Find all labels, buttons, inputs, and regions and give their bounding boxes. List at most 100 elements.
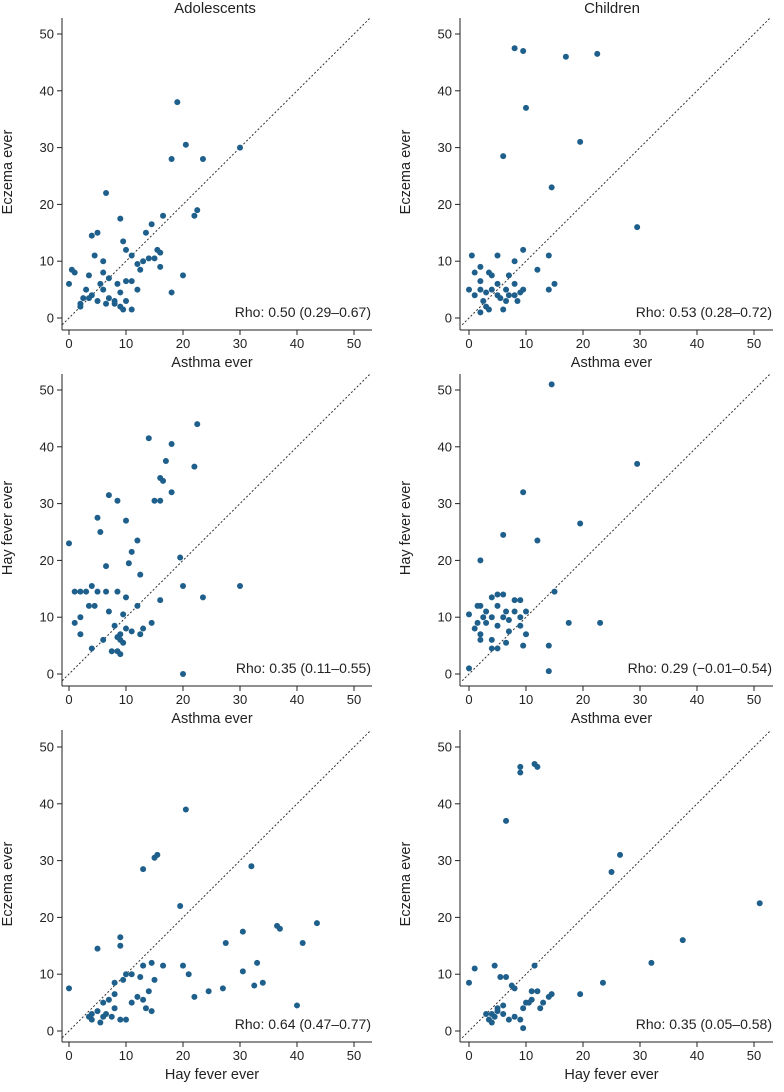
data-point: [594, 50, 601, 57]
data-point: [503, 286, 510, 293]
data-point: [466, 286, 472, 293]
data-point: [483, 608, 490, 615]
data-point: [94, 1008, 101, 1015]
panel-children-asthma-hayfever: 0 10 20 30 40 50 0 10 20 30 40 50 Asthma ever Hay fev…: [398, 373, 773, 727]
x-tick-label: 50: [347, 336, 361, 351]
data-point: [160, 477, 167, 484]
data-point: [520, 1005, 527, 1012]
data-point: [140, 866, 147, 873]
y-tick-label: 20: [438, 553, 452, 568]
x-axis-title: Hay fever ever: [564, 1067, 658, 1083]
data-point: [151, 255, 158, 262]
y-tick-label: 40: [40, 796, 54, 811]
x-tick-label: 10: [119, 336, 133, 351]
data-point: [128, 628, 135, 635]
rho-annotation: Rho: 0.50 (0.29–0.67): [235, 304, 371, 320]
data-point: [137, 266, 144, 273]
data-point: [128, 306, 135, 313]
data-point: [505, 628, 512, 635]
data-point: [503, 639, 510, 646]
data-point: [77, 631, 84, 638]
data-point: [466, 611, 472, 618]
y-tick-label: 0: [47, 667, 54, 682]
data-point: [191, 463, 198, 470]
data-point: [120, 611, 127, 618]
data-point: [117, 942, 124, 949]
data-point: [562, 53, 569, 60]
data-point: [548, 184, 555, 191]
data-point: [142, 229, 149, 236]
x-tick-label: 40: [690, 336, 704, 351]
x-tick-label: 20: [176, 1048, 190, 1063]
data-point: [477, 286, 484, 293]
data-point: [511, 608, 518, 615]
x-tick-label: 10: [119, 1048, 133, 1063]
data-point: [85, 295, 92, 302]
rho-annotation: Rho: 0.35 (0.11–0.55): [236, 660, 371, 676]
y-tick-label: 10: [40, 254, 54, 269]
data-point: [114, 497, 121, 504]
x-tick-label: 30: [233, 692, 247, 707]
x-tick-label: 20: [576, 692, 590, 707]
data-point: [180, 962, 186, 969]
data-point: [191, 212, 198, 219]
x-tick-label: 20: [176, 336, 190, 351]
panel-adolescents-asthma-eczema: 0 10 20 30 40 50 0 10 20 30 40 50 Asthma ever Eczema …: [0, 17, 372, 371]
y-tick-label: 50: [40, 740, 54, 755]
data-point: [137, 631, 144, 638]
data-point: [531, 962, 538, 969]
x-axis-title: Asthma ever: [171, 711, 253, 727]
x-tick-label: 0: [465, 336, 472, 351]
panel-children-asthma-eczema: 0 10 20 30 40 50 0 10 20 30 40 50 Asthma ever Eczema …: [398, 17, 773, 371]
column-title-children: Children: [584, 0, 640, 17]
data-point: [222, 939, 229, 946]
y-axis-title: Eczema ever: [398, 842, 414, 927]
y-tick-label: 50: [40, 27, 54, 42]
data-point: [597, 619, 604, 626]
data-point: [134, 993, 141, 1000]
data-point: [494, 602, 501, 609]
data-point: [137, 974, 144, 981]
data-point: [494, 645, 501, 652]
data-point: [128, 971, 135, 978]
data-point: [477, 278, 484, 285]
x-tick-label: 40: [290, 336, 304, 351]
data-point: [100, 1013, 107, 1020]
data-point: [551, 280, 558, 287]
data-point: [634, 460, 641, 467]
data-point: [494, 1008, 501, 1015]
data-point: [485, 306, 492, 313]
data-point: [577, 520, 584, 527]
data-point: [505, 272, 512, 279]
x-tick-label: 50: [347, 1048, 361, 1063]
data-point: [140, 625, 147, 632]
data-point: [488, 594, 495, 601]
y-tick-label: 20: [40, 910, 54, 925]
data-point: [471, 625, 478, 632]
data-point: [111, 622, 118, 629]
data-point: [105, 608, 112, 615]
y-tick-label: 10: [40, 610, 54, 625]
data-point: [134, 261, 141, 268]
x-tick-label: 50: [747, 1048, 761, 1063]
data-point: [148, 619, 155, 626]
x-tick-label: 40: [690, 692, 704, 707]
data-point: [488, 286, 495, 293]
data-point: [488, 645, 495, 652]
data-point: [548, 991, 555, 998]
data-point: [91, 252, 98, 259]
data-point: [497, 295, 504, 302]
reference-line: [61, 17, 371, 326]
data-point: [94, 229, 101, 236]
data-point: [483, 1010, 490, 1017]
data-point: [94, 514, 101, 521]
data-point: [577, 138, 584, 145]
data-point: [474, 619, 481, 626]
y-tick-label: 20: [438, 197, 452, 212]
data-point: [145, 435, 152, 442]
data-point: [117, 651, 124, 658]
data-point: [77, 300, 84, 307]
data-point: [497, 974, 504, 981]
data-point: [494, 622, 501, 629]
data-point: [142, 1005, 149, 1012]
